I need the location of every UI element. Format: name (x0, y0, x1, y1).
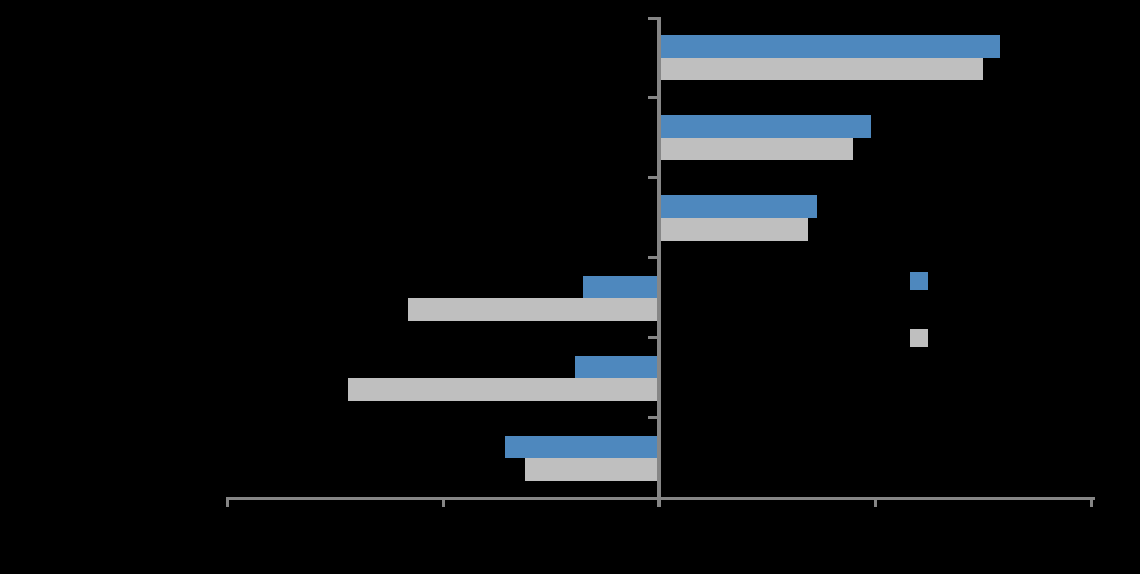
x-axis-tick (1089, 497, 1093, 507)
bar-gray-cat6 (524, 458, 661, 482)
bar-gray-cat4 (408, 298, 661, 321)
bar-gray-cat2 (661, 137, 854, 161)
y-axis-tick (648, 17, 657, 20)
bar-blue-cat1 (661, 35, 1001, 58)
x-axis-tick (657, 497, 661, 507)
x-axis-tick (441, 497, 445, 507)
legend-swatch-blue (910, 272, 928, 290)
y-axis-tick (648, 256, 657, 259)
bar-gray-cat3 (661, 217, 808, 241)
x-axis-line (227, 497, 1095, 500)
y-axis-line (657, 17, 661, 507)
bar-blue-cat2 (661, 115, 871, 138)
y-axis-tick (648, 175, 657, 179)
legend-swatch-gray (910, 329, 928, 347)
bar-blue-cat6 (505, 435, 661, 459)
bar-blue-cat3 (661, 195, 817, 218)
bar-blue-cat5 (574, 355, 661, 379)
x-axis-tick (225, 497, 229, 507)
y-axis-tick (648, 416, 657, 420)
y-axis-tick (648, 95, 657, 99)
bar-gray-cat5 (347, 378, 661, 401)
x-axis-tick (873, 497, 877, 507)
y-axis-tick (648, 336, 657, 340)
bar-blue-cat4 (583, 275, 661, 299)
bar-gray-cat1 (661, 57, 983, 81)
